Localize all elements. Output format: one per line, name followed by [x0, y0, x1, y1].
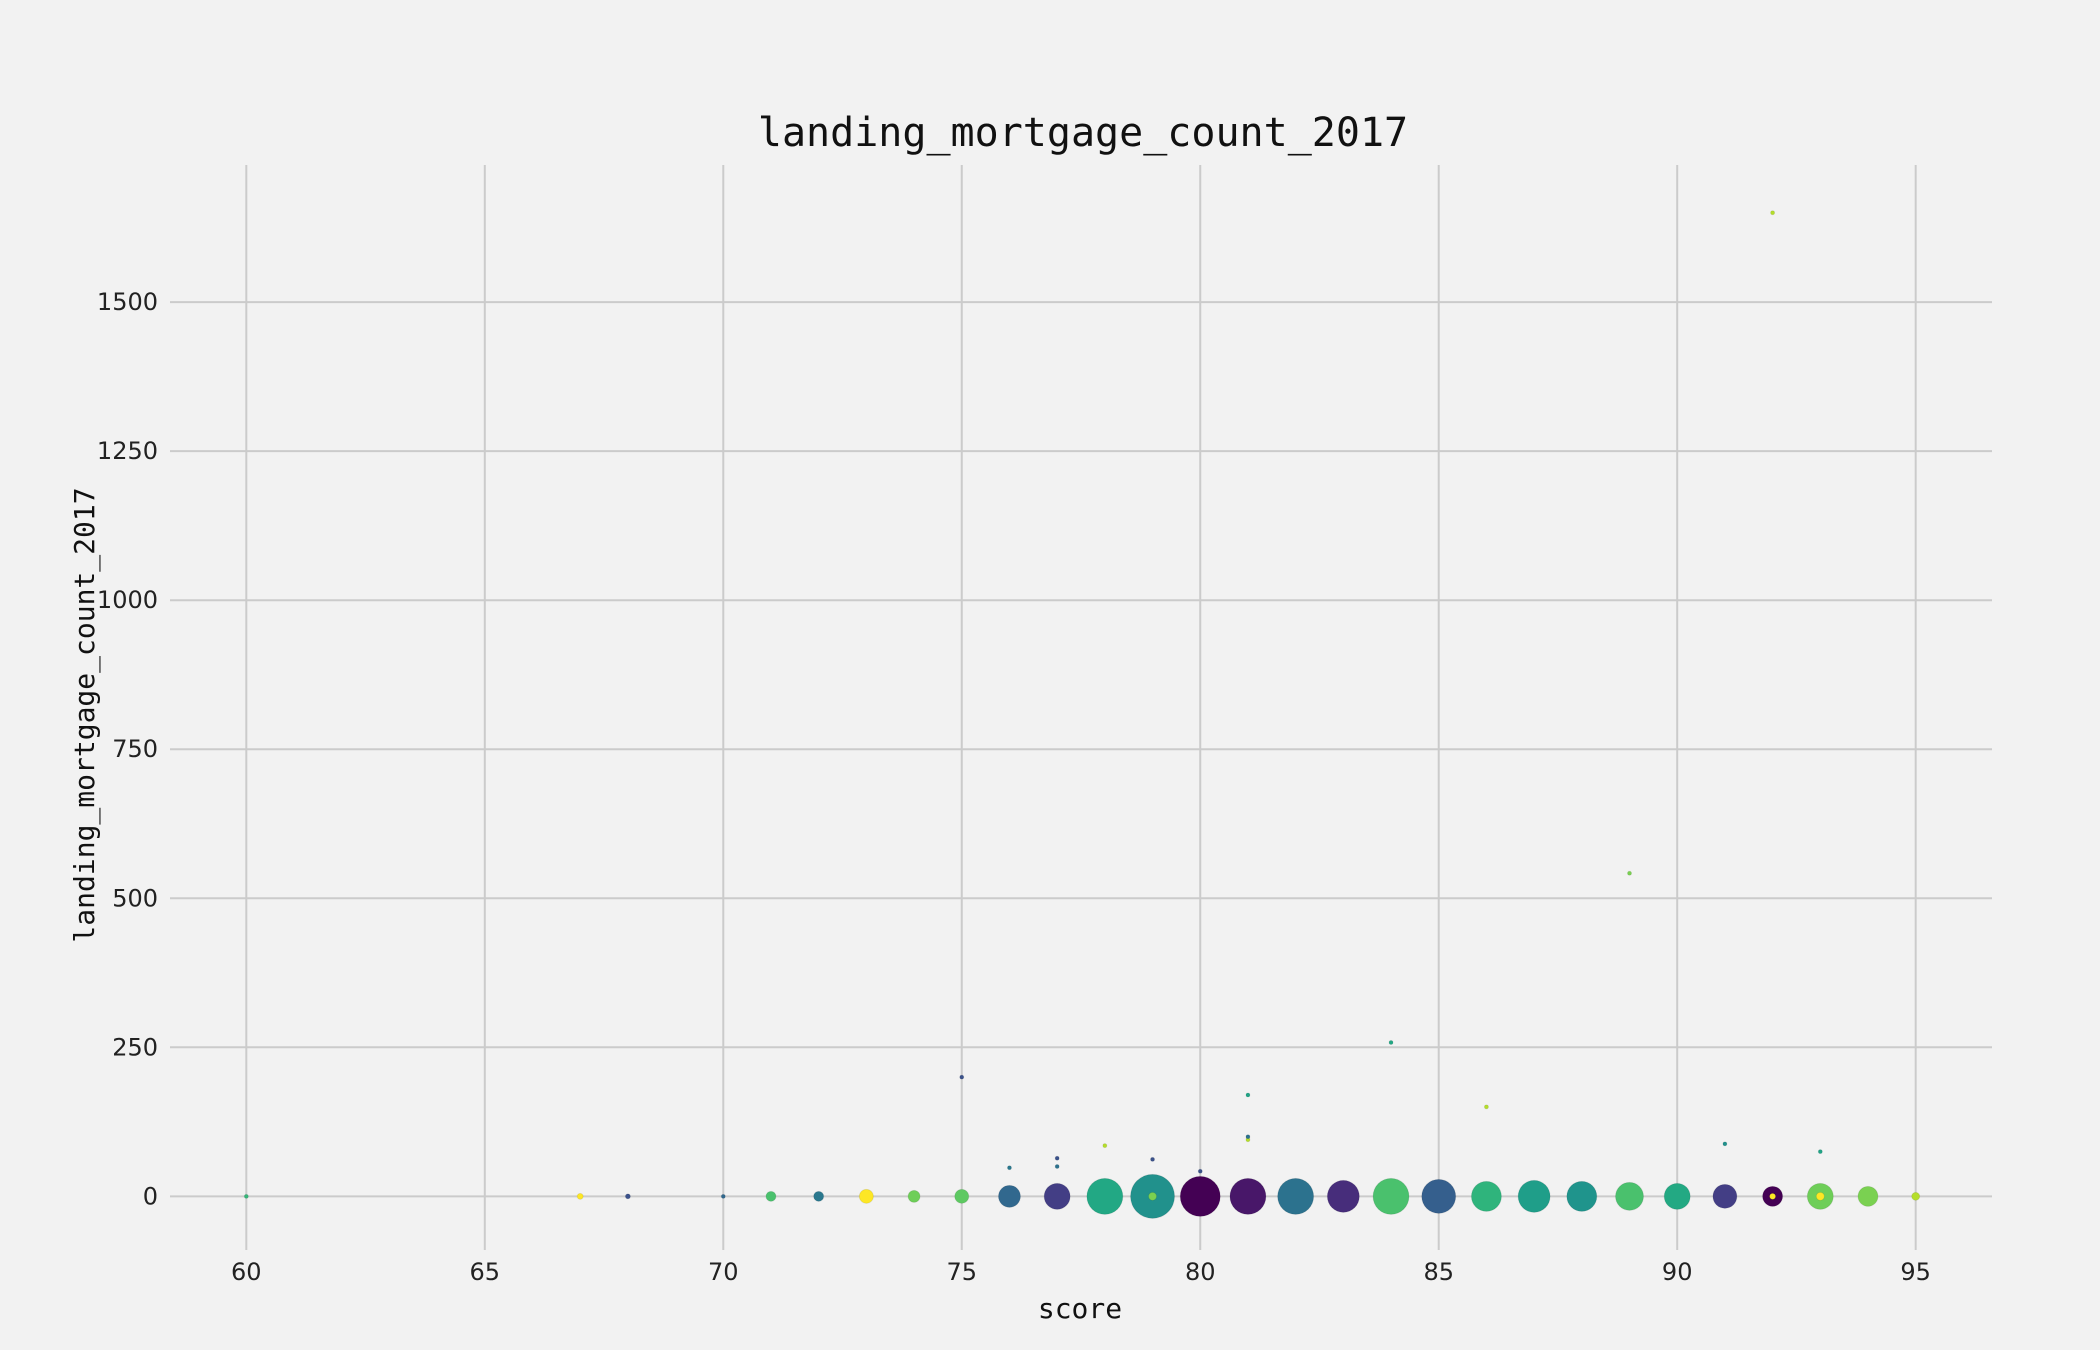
scatter-point-3	[720, 1193, 726, 1199]
y-tick-label-1250: 1250	[97, 437, 158, 465]
scatter-point-1	[576, 1192, 584, 1200]
scatter-point-35	[1615, 1181, 1645, 1211]
scatter-point-7	[907, 1189, 921, 1203]
y-axis-label: landing_mortgage_count_2017	[68, 487, 102, 942]
grid-layer	[170, 165, 1992, 1250]
y-tick-label-1500: 1500	[97, 288, 158, 316]
scatter-point-20	[1179, 1175, 1221, 1217]
scatter-point-13	[1054, 1164, 1060, 1170]
scatter-point-14	[1054, 1155, 1060, 1161]
scatter-point-27	[1326, 1179, 1360, 1213]
y-tick-label-250: 250	[112, 1033, 158, 1061]
scatter-point-8	[954, 1188, 970, 1204]
scatter-point-42	[1770, 210, 1776, 216]
scatter-point-26	[1277, 1177, 1315, 1215]
scatter-point-37	[1663, 1182, 1691, 1210]
x-tick-label-85: 85	[1423, 1258, 1454, 1286]
scatter-point-6	[858, 1188, 874, 1204]
scatter-point-34	[1566, 1180, 1598, 1212]
scatter-point-18	[1148, 1191, 1158, 1201]
scatter-point-25	[1245, 1092, 1251, 1098]
x-axis-label: score	[1038, 1292, 1122, 1325]
y-tick-label-1000: 1000	[97, 586, 158, 614]
scatter-point-36	[1627, 870, 1633, 876]
scatter-point-11	[1006, 1165, 1012, 1171]
scatter-point-0	[243, 1193, 249, 1199]
scatter-point-30	[1421, 1178, 1457, 1214]
y-tick-label-750: 750	[112, 735, 158, 763]
scatter-point-44	[1815, 1191, 1825, 1201]
scatter-point-4	[765, 1190, 777, 1202]
scatter-point-46	[1857, 1185, 1879, 1207]
x-tick-label-95: 95	[1900, 1258, 1931, 1286]
x-tick-label-80: 80	[1185, 1258, 1216, 1286]
scatter-point-16	[1102, 1143, 1108, 1149]
x-tick-label-90: 90	[1662, 1258, 1693, 1286]
points-layer	[243, 210, 1921, 1219]
scatter-point-29	[1388, 1040, 1394, 1046]
scatter-point-24	[1245, 1134, 1251, 1140]
scatter-point-10	[997, 1184, 1021, 1208]
scatter-point-12	[1043, 1182, 1071, 1210]
scatter-point-5	[813, 1190, 825, 1202]
ticks-layer: 60 65 70 75 80 85 90 95 0 250 500 750 1000 1250 1500	[97, 288, 1931, 1286]
y-tick-label-0: 0	[143, 1182, 158, 1210]
scatter-point-47	[1911, 1191, 1921, 1201]
scatter-point-45	[1817, 1149, 1823, 1155]
scatter-point-28	[1372, 1177, 1410, 1215]
y-tick-label-500: 500	[112, 884, 158, 912]
scatter-point-22	[1229, 1177, 1267, 1215]
scatter-point-21	[1197, 1168, 1203, 1174]
scatter-point-31	[1470, 1180, 1502, 1212]
scatter-point-9	[959, 1074, 965, 1080]
scatter-point-19	[1150, 1156, 1156, 1162]
scatter-point-15	[1086, 1177, 1124, 1215]
scatter-point-38	[1712, 1183, 1738, 1209]
scatter-point-41	[1769, 1192, 1777, 1200]
scatter-point-39	[1722, 1141, 1728, 1147]
x-tick-label-60: 60	[231, 1258, 262, 1286]
chart-title: landing_mortgage_count_2017	[758, 110, 1408, 156]
scatter-point-33	[1517, 1179, 1551, 1213]
x-tick-label-70: 70	[708, 1258, 739, 1286]
scatter-point-32	[1483, 1104, 1489, 1110]
x-tick-label-75: 75	[946, 1258, 977, 1286]
scatter-point-2	[624, 1193, 631, 1200]
x-tick-label-65: 65	[470, 1258, 501, 1286]
